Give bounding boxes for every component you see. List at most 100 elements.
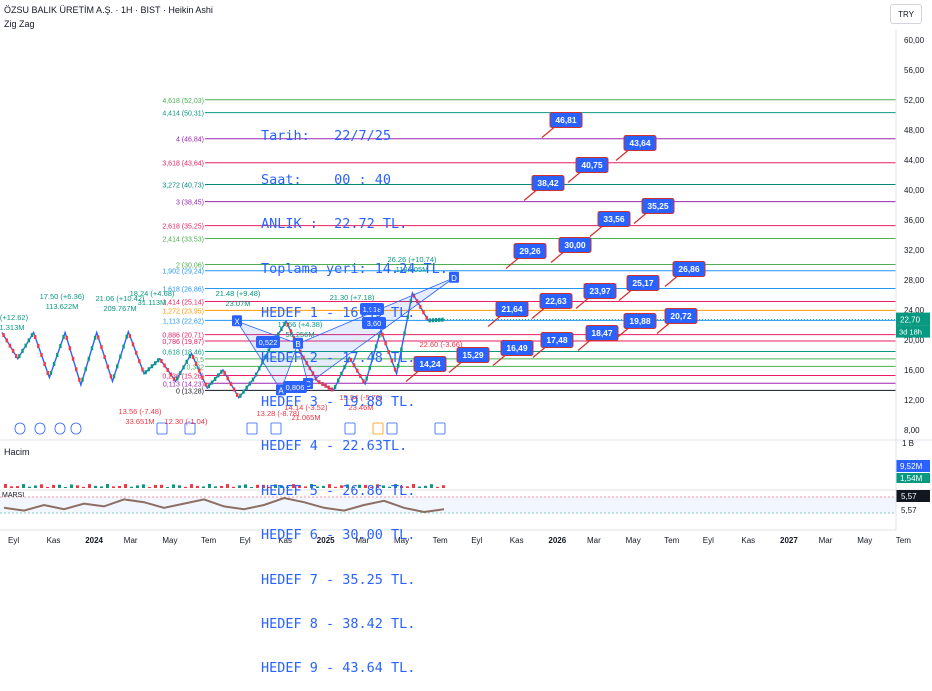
fib-label: 1,618 (26,86) bbox=[162, 287, 204, 294]
chart-title: ÖZSU BALIK ÜRETİM A.Ş. · 1H · BIST · Hei… bbox=[4, 5, 213, 15]
volume-bar bbox=[358, 484, 361, 488]
candle bbox=[90, 346, 94, 351]
candle bbox=[109, 374, 113, 379]
volume-bar bbox=[208, 484, 211, 488]
target-pointer bbox=[589, 226, 603, 237]
target-pointer bbox=[656, 323, 670, 334]
volume-bar bbox=[262, 484, 265, 488]
volume-bar bbox=[274, 484, 277, 488]
volume-bar bbox=[244, 484, 247, 488]
target-pointer bbox=[664, 276, 678, 287]
volume-label: 1,54M bbox=[900, 474, 923, 483]
candle bbox=[81, 377, 84, 382]
candle bbox=[264, 354, 267, 359]
candle bbox=[49, 371, 53, 375]
x-tick-label: Tem bbox=[433, 536, 448, 545]
candle bbox=[387, 350, 390, 354]
volume-bar bbox=[220, 485, 223, 488]
volume-bar bbox=[382, 485, 385, 488]
candle bbox=[371, 355, 375, 360]
price-axis: 60,00 56,00 52,00 48,00 44,00 40,00 36,00 32,00… bbox=[895, 30, 930, 530]
candle bbox=[434, 318, 438, 323]
fib-label: 4 (46,84) bbox=[176, 137, 204, 144]
fib-label: 1,414 (25,14) bbox=[162, 299, 204, 306]
volume-bar bbox=[322, 485, 325, 488]
volume-bar bbox=[4, 484, 7, 488]
x-tick-label: Mar bbox=[355, 536, 369, 545]
fib-label: 0,113 (14,23) bbox=[163, 381, 204, 388]
event-icon bbox=[156, 422, 168, 435]
event-icon bbox=[434, 422, 446, 435]
fib-label: 1,272 (23,95) bbox=[162, 308, 204, 315]
candle bbox=[220, 369, 223, 374]
candle bbox=[15, 354, 18, 359]
volume-bar bbox=[52, 484, 55, 488]
target-pointer bbox=[567, 172, 581, 183]
target-label: 17,48 bbox=[546, 335, 568, 345]
candle bbox=[330, 387, 334, 392]
candle bbox=[106, 364, 109, 369]
zigzag-label: 22.60 (-3.66) bbox=[420, 340, 463, 349]
chart-canvas[interactable]: 4,618 (52,03) 4,414 (50,31) 4 (46,84) 3,618… bbox=[0, 0, 932, 550]
candle bbox=[258, 366, 261, 371]
zigzag-label: 23.07M bbox=[225, 299, 250, 308]
volume-bar bbox=[190, 484, 193, 488]
note-line: ANLIK : 22.72 TL. bbox=[261, 216, 408, 233]
target-pointer bbox=[505, 258, 519, 269]
target-pointer bbox=[523, 190, 537, 201]
candle bbox=[188, 354, 192, 359]
fib-label: 3,272 (40,73) bbox=[162, 183, 204, 190]
candle bbox=[172, 377, 176, 381]
volume-bar bbox=[76, 485, 79, 488]
y-tick-label: 40,00 bbox=[904, 186, 925, 195]
candle bbox=[18, 354, 21, 359]
volume-bar bbox=[442, 485, 445, 488]
pattern-ratio-label: 0,522 bbox=[259, 338, 278, 347]
candle bbox=[119, 354, 122, 359]
volume-bar bbox=[148, 486, 151, 488]
volume-bar bbox=[334, 486, 337, 488]
candle bbox=[245, 385, 248, 390]
volume-bar bbox=[136, 485, 139, 488]
fib-label: 0 (13,28) bbox=[176, 388, 204, 395]
currency-button[interactable]: TRY bbox=[890, 4, 922, 24]
volume-bar bbox=[424, 485, 427, 488]
note-line: HEDEF 2 - 17.48 TL. bbox=[261, 349, 416, 366]
indicator-name: Zig Zag bbox=[4, 19, 35, 29]
candle bbox=[362, 379, 365, 384]
x-tick-label: Kas bbox=[47, 536, 61, 545]
target-label: 20,72 bbox=[670, 311, 692, 321]
candle bbox=[5, 338, 8, 343]
target-label: 22,63 bbox=[545, 296, 567, 306]
candle bbox=[368, 365, 372, 370]
volume-bar bbox=[118, 485, 121, 488]
fib-label: 0,382 bbox=[186, 364, 204, 371]
candle bbox=[428, 318, 431, 323]
y-tick-label: 8,00 bbox=[904, 426, 920, 435]
candle bbox=[134, 350, 138, 355]
candle bbox=[198, 368, 201, 373]
x-tick-label: Eyl bbox=[703, 536, 714, 545]
target-pointer bbox=[615, 150, 629, 161]
x-tick-label: May bbox=[626, 536, 641, 545]
candle bbox=[422, 310, 425, 315]
volume-bar bbox=[70, 484, 73, 488]
target-label: 15,29 bbox=[462, 350, 484, 360]
volume-bar bbox=[82, 486, 85, 488]
pattern-point-label: C bbox=[305, 380, 311, 389]
pattern-point-badge bbox=[293, 337, 303, 349]
candle bbox=[46, 371, 49, 375]
target-badge bbox=[456, 347, 490, 363]
candle bbox=[254, 372, 258, 377]
event-icon bbox=[14, 422, 26, 435]
marsi-pane: 5,57 5,57 bbox=[0, 489, 932, 515]
candle bbox=[381, 332, 384, 337]
target-pointer bbox=[550, 252, 564, 263]
zigzag-label: 15.54 (-5.76) bbox=[340, 393, 383, 402]
fib-label: 3,618 (43,64) bbox=[162, 161, 204, 168]
target-pointer bbox=[577, 340, 591, 351]
candle bbox=[232, 387, 236, 392]
volume-bar bbox=[16, 486, 19, 488]
volume-bar bbox=[142, 484, 145, 488]
target-badge bbox=[575, 157, 609, 173]
